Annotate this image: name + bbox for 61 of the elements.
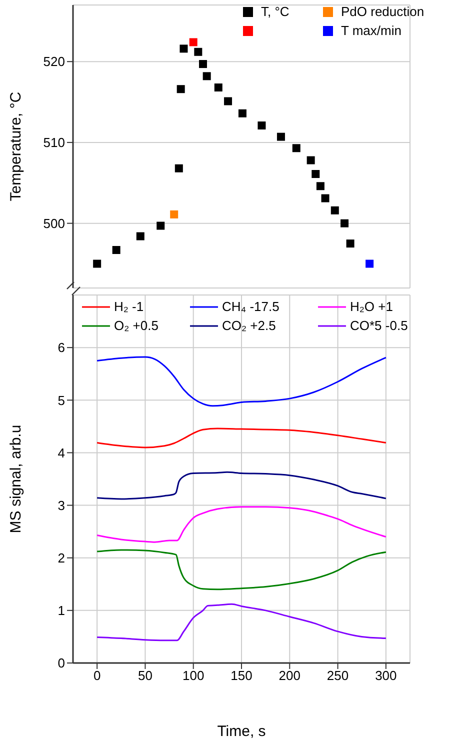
point	[276, 132, 285, 141]
y-axis-title: MS signal, arb.u	[7, 424, 24, 534]
point	[202, 72, 211, 80]
y-tick-label: 2	[58, 550, 65, 566]
legend-label: PdO reduction	[341, 4, 424, 19]
y-axis-title: Temperature, °C	[7, 92, 24, 202]
y-tick-label: 5	[58, 392, 65, 408]
point	[189, 38, 198, 46]
point	[194, 48, 202, 56]
point	[330, 206, 339, 214]
x-tick-label: 300	[375, 668, 397, 684]
line-series	[96, 356, 387, 407]
y-tick-label: 1	[58, 603, 65, 618]
point	[170, 210, 178, 218]
point	[346, 240, 354, 248]
point	[340, 219, 349, 228]
legend-label: CH₄ -17.5	[222, 299, 280, 314]
point	[366, 260, 374, 268]
line-series	[96, 506, 387, 543]
legend-label: T, °C	[261, 4, 290, 19]
y-tick-label: 3	[58, 498, 65, 513]
point	[180, 44, 188, 53]
point	[214, 83, 222, 92]
line-series	[96, 471, 387, 500]
x-tick-label: 150	[230, 668, 252, 684]
x-tick-label: 0	[93, 668, 101, 684]
y-tick-label: 4	[58, 445, 65, 460]
x-tick-label: 250	[326, 668, 349, 684]
point	[312, 170, 320, 178]
line-series	[96, 603, 387, 642]
point	[321, 194, 330, 202]
point	[224, 97, 232, 106]
point	[198, 60, 207, 68]
line-series	[96, 428, 387, 448]
point	[316, 182, 324, 190]
y-tick-label: 510	[43, 135, 65, 150]
point	[136, 232, 144, 240]
legend-label: O₂ +0.5	[114, 318, 158, 333]
legend-label: H₂ -1	[114, 299, 144, 314]
point	[93, 260, 102, 268]
y-tick-label: 520	[43, 54, 65, 70]
y-tick-label: 500	[43, 216, 65, 231]
legend-label: CO*5 -0.5	[350, 318, 408, 333]
legend-label: CO₂ +2.5	[222, 318, 276, 333]
point	[258, 121, 266, 130]
y-tick-label: 6	[58, 340, 65, 356]
line-series	[96, 549, 387, 590]
point	[306, 156, 315, 164]
point	[292, 144, 300, 152]
x-tick-label: 100	[182, 668, 204, 684]
x-tick-label: 50	[138, 668, 152, 684]
point	[238, 109, 246, 118]
x-tick-label: 200	[278, 668, 300, 684]
legend-label: T max/min	[341, 23, 402, 38]
point	[112, 246, 120, 254]
y-tick-label: 0	[58, 656, 65, 671]
legend-label: H₂O +1	[350, 299, 393, 314]
x-axis-title: Time, s	[217, 723, 266, 740]
point	[156, 222, 165, 230]
point	[174, 164, 183, 172]
point	[176, 85, 185, 94]
